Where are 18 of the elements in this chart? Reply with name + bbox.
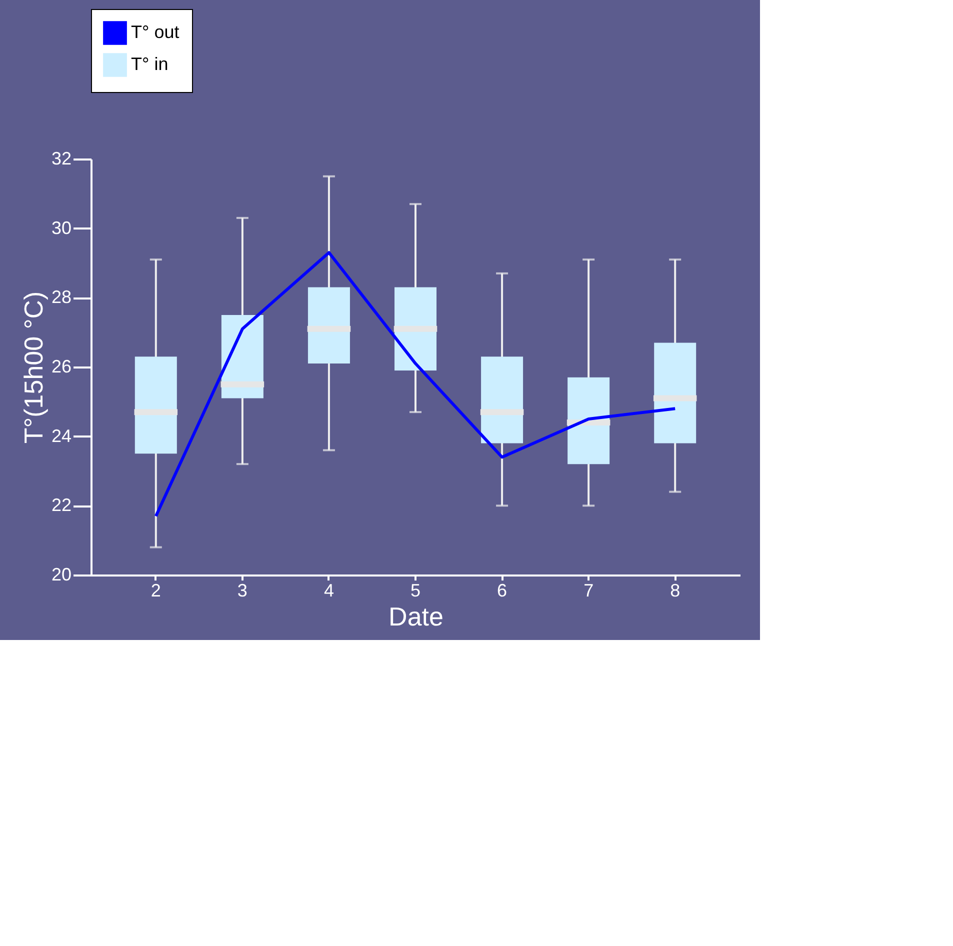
x-tick-label: 5 (410, 580, 421, 600)
y-tick-label: 32 (51, 148, 72, 168)
x-tick-label: 7 (584, 580, 594, 600)
x-tick-label: 6 (497, 580, 508, 600)
x-tick-label: 8 (670, 580, 680, 600)
y-tick-label: 20 (51, 564, 72, 584)
legend-label: T° out (131, 22, 180, 42)
y-tick-label: 30 (51, 218, 72, 238)
x-tick-label: 2 (150, 580, 161, 600)
legend-label: T° in (131, 54, 168, 74)
y-tick-label: 24 (51, 426, 72, 446)
y-tick-label: 28 (51, 287, 72, 308)
x-tick-label: 4 (324, 580, 334, 600)
y-tick-label: 22 (51, 495, 72, 516)
y-axis-title: T°(15h00 °C) (18, 291, 48, 444)
y-tick-label: 26 (51, 356, 72, 376)
x-tick-label: 3 (237, 580, 248, 600)
x-axis-title: Date (388, 602, 444, 632)
